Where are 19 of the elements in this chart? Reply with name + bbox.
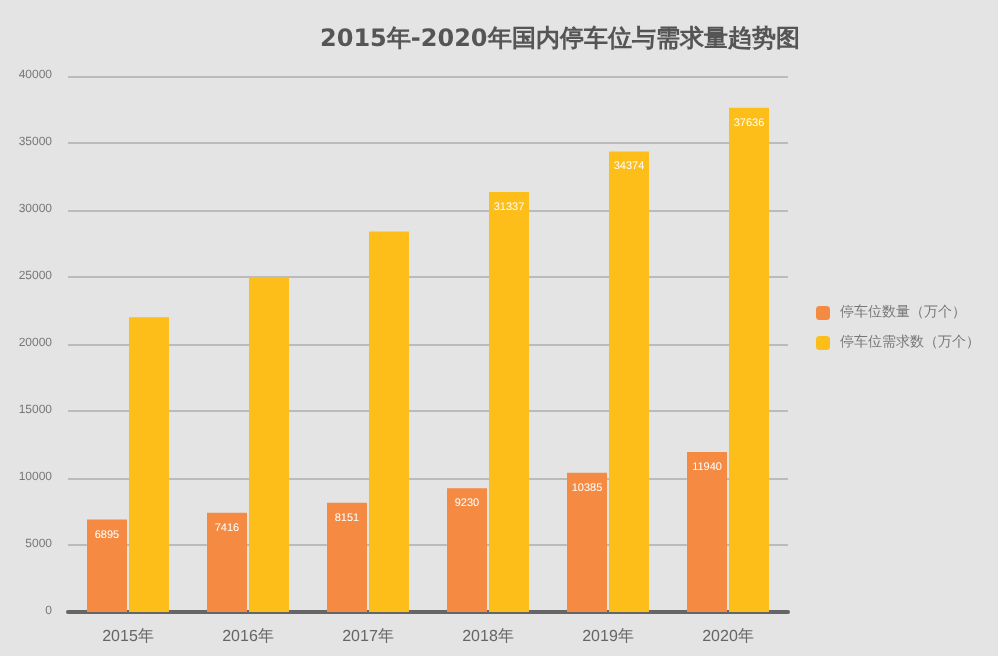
- x-tick-label: 2020年: [702, 627, 754, 645]
- bar: [327, 502, 367, 612]
- bar: [207, 512, 247, 612]
- bar: [609, 151, 649, 612]
- bar: [687, 452, 727, 612]
- x-tick-label: 2019年: [582, 627, 634, 645]
- x-tick-label: 2017年: [342, 627, 394, 645]
- bar: [447, 488, 487, 612]
- bar: [129, 317, 169, 612]
- bar: [729, 107, 769, 612]
- x-tick-label: 2016年: [222, 627, 274, 645]
- chart-title: 2015年-2020年国内停车位与需求量趋势图: [320, 24, 800, 52]
- bar: [567, 472, 607, 612]
- x-tick-label: 2015年: [102, 627, 154, 645]
- bar: [87, 519, 127, 612]
- bar: [369, 231, 409, 612]
- bar: [249, 277, 289, 612]
- bar: [489, 192, 529, 612]
- x-tick-label: 2018年: [462, 627, 514, 645]
